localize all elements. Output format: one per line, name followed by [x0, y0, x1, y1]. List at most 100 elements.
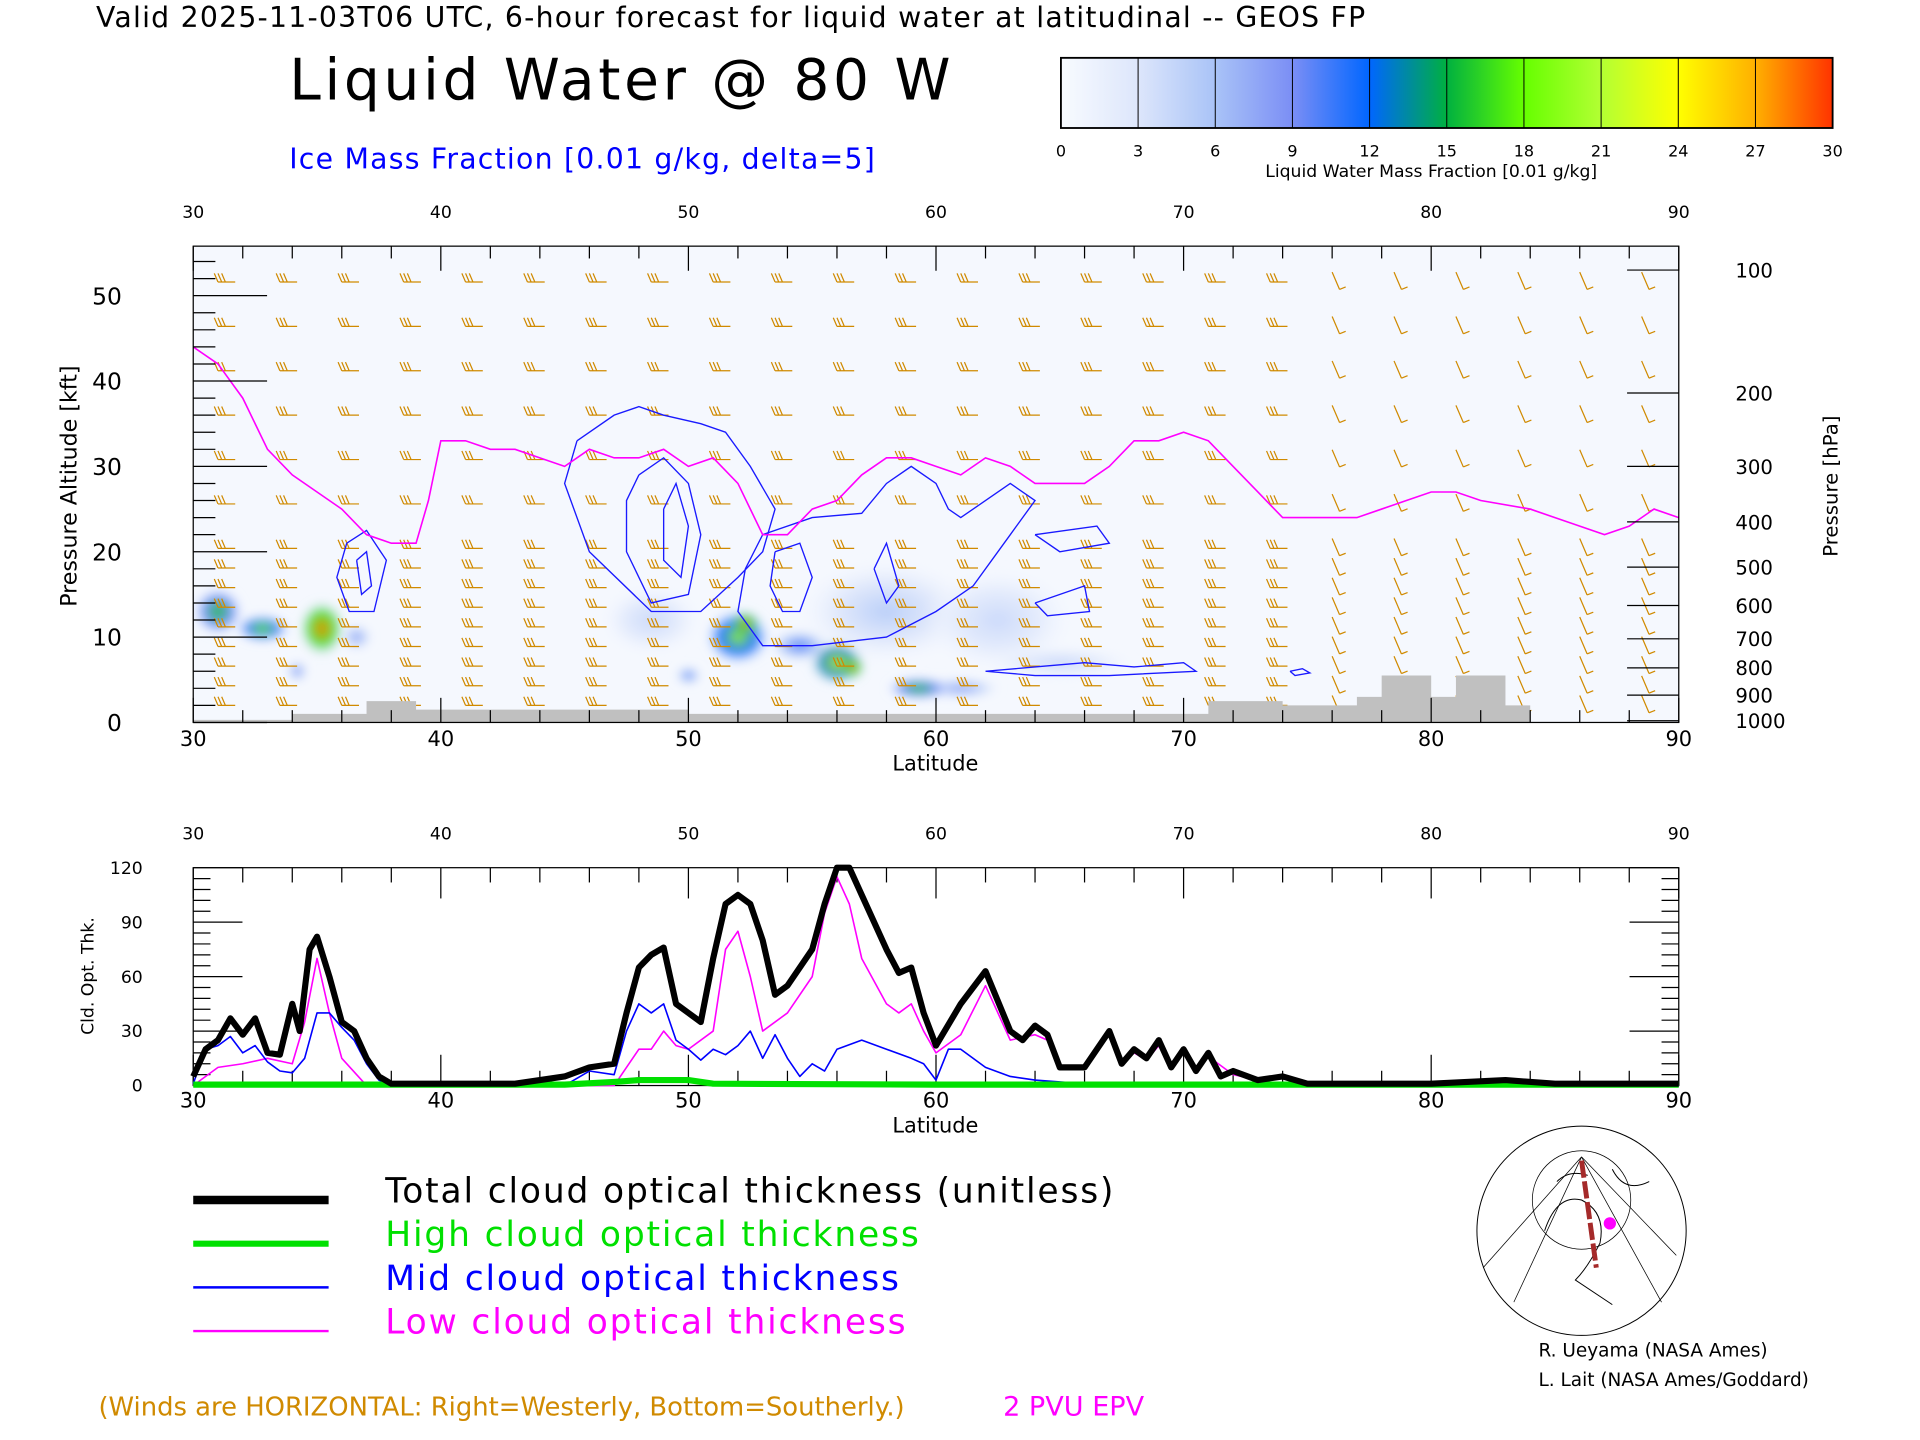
wind-barb [275, 273, 298, 283]
wind-barb [1080, 598, 1102, 608]
wind-barb [461, 317, 483, 328]
wind-barb [1331, 557, 1346, 576]
wind-barb [399, 317, 421, 328]
wind-barb [1204, 618, 1226, 628]
wind-barb [708, 539, 731, 549]
wind-barb [1641, 405, 1656, 424]
wind-barb [461, 559, 483, 569]
wind-barb [708, 618, 731, 628]
ice-contour [985, 662, 1199, 677]
colorbar-tick-label: 3 [1133, 141, 1143, 160]
map-meridian [1581, 1156, 1662, 1303]
wind-barb [832, 539, 855, 549]
pressure-tick-label: 900 [1735, 685, 1773, 708]
wind-barb [956, 676, 978, 687]
wind-barb [894, 317, 917, 328]
wind-barb [337, 317, 360, 328]
wind-barb [585, 450, 607, 461]
wind-barb [956, 539, 978, 549]
y-tick-label: 60 [121, 968, 143, 988]
wind-barb [1455, 597, 1470, 616]
x-tick-label-bottom: 70 [1170, 727, 1197, 751]
wind-barb [708, 317, 731, 328]
wind-barb [213, 578, 236, 589]
wind-barb [1142, 406, 1164, 416]
wind-barb [523, 361, 545, 372]
wind-barbs [213, 271, 1656, 714]
wind-barb [647, 618, 669, 628]
wind-barb [708, 637, 731, 648]
wind-barb [1142, 539, 1164, 549]
wind-barb [213, 598, 236, 608]
wind-barb [770, 598, 793, 608]
wind-barb [770, 696, 793, 707]
wind-barb [770, 618, 793, 628]
ice-contour [873, 541, 900, 605]
y-tick-label: 40 [92, 368, 122, 396]
wind-barb [1018, 361, 1040, 372]
wind-barb [523, 657, 545, 667]
wind-barb [894, 676, 917, 687]
wind-barb [523, 406, 545, 416]
wind-barb [894, 657, 917, 667]
wind-barb [1641, 271, 1656, 290]
x-tick-label-top: 30 [182, 203, 204, 223]
y-tick-label: 0 [132, 1077, 143, 1097]
x-tick-label-top: 40 [430, 824, 452, 844]
wind-barb [1080, 676, 1102, 687]
wind-barb [523, 637, 545, 648]
liquid-water-blob [601, 585, 701, 655]
wind-barb [894, 495, 917, 505]
wind-barb [1265, 598, 1288, 608]
wind-barb [1641, 675, 1656, 694]
wind-barb [1204, 559, 1226, 569]
pressure-tick-label: 600 [1735, 595, 1773, 618]
wind-barb [708, 598, 731, 608]
pv-2pvu-line [193, 346, 1679, 545]
wind-barb [399, 495, 421, 505]
x-tick-label-top: 50 [677, 203, 699, 223]
wind-barb [337, 559, 360, 569]
wind-barb [1265, 495, 1288, 505]
wind-barb [1080, 539, 1102, 549]
cross-section-panel: 3030404050506060707080809090010203040501… [56, 203, 1842, 776]
wind-barb [1517, 675, 1532, 694]
wind-barb [337, 618, 360, 628]
wind-barb [1080, 637, 1102, 648]
wind-barb [894, 539, 917, 549]
wind-barb [1579, 695, 1594, 714]
liquid-water-blob [676, 666, 701, 685]
wind-barb [1080, 696, 1102, 707]
wind-barb [770, 637, 793, 648]
colorbar-tick-label: 0 [1056, 141, 1066, 160]
legend: Total cloud optical thickness (unitless)… [193, 1171, 1114, 1343]
wind-barb [461, 539, 483, 549]
x-tick-label-top: 30 [182, 824, 204, 844]
wind-barb [1579, 656, 1594, 675]
wind-barb [770, 657, 793, 667]
x-axis-label: Latitude [892, 1113, 978, 1137]
wind-barb [1517, 449, 1532, 468]
wind-barb [1265, 578, 1288, 589]
wind-barb [956, 495, 978, 505]
y-tick-label: 20 [92, 538, 122, 566]
y-tick-label: 50 [92, 282, 122, 310]
pv-note: 2 PVU EPV [1003, 1392, 1145, 1423]
map-latitude-circle [1531, 1150, 1632, 1250]
wind-barb [956, 406, 978, 416]
wind-barb [832, 618, 855, 628]
x-tick-label-top: 70 [1173, 824, 1195, 844]
wind-barb [1579, 316, 1594, 335]
wind-barb [647, 637, 669, 648]
wind-barb [956, 450, 978, 461]
wind-barb [1393, 360, 1408, 379]
ice-contour [355, 550, 373, 596]
wind-barb [1579, 675, 1594, 694]
wind-barb [1579, 538, 1594, 557]
colorbar: 0 3 6 9 12 15 18 21 24 27 30 [1056, 56, 1843, 160]
wind-barb [1204, 578, 1226, 589]
wind-barb [956, 696, 978, 707]
wind-barb [1393, 405, 1408, 424]
wind-barb [337, 696, 360, 707]
wind-barb [647, 696, 669, 707]
